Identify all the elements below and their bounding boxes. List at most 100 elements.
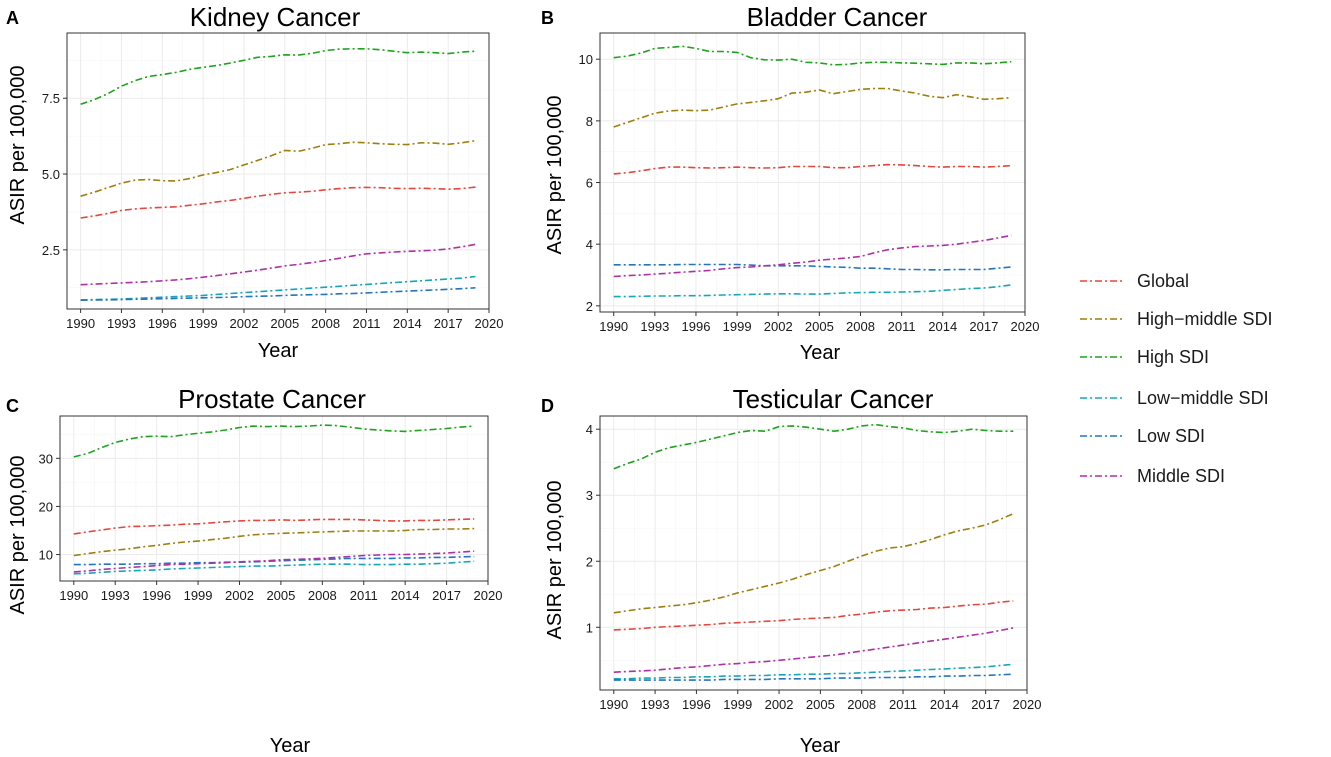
testicular-cancer-y-tick-label: 2 (586, 554, 593, 569)
bladder-cancer-panel-border (599, 32, 1026, 313)
kidney-cancer-y-tick-label: 7.5 (42, 91, 60, 106)
kidney-cancer-panel-border (66, 32, 490, 310)
bladder-cancer-x-tick-label: 2011 (888, 319, 916, 334)
prostate-cancer-x-tick-label: 1996 (142, 588, 171, 603)
panel-testicular-cancer: D Testicular Cancer ASIR per 100,000 Yea… (541, 384, 1041, 757)
kidney-cancer-x-tick-label: 2014 (393, 316, 422, 331)
testicular-cancer-x-tick-label: 1996 (682, 697, 711, 712)
kidney-cancer-x-tick-label: 1990 (66, 316, 95, 331)
kidney-cancer-x-tick-label: 1996 (148, 316, 177, 331)
kidney-cancer-series-high-middle-sdi (80, 139, 476, 197)
kidney-cancer-series-middle-sdi (80, 243, 476, 286)
legend-label-high-middle-sdi: High−middle SDI (1137, 309, 1273, 329)
kidney-cancer-x-tick-label: 2005 (270, 316, 299, 331)
y-axis-label-prostate: ASIR per 100,000 (7, 456, 29, 615)
panel-letter-a: A (6, 8, 19, 28)
chart-title-prostate: Prostate Cancer (178, 384, 366, 414)
testicular-cancer-x-tick-label: 2002 (765, 697, 794, 712)
kidney-cancer-x-tick-label: 1999 (189, 316, 218, 331)
bladder-cancer-x-tick-label: 1999 (723, 319, 752, 334)
legend-label-global: Global (1137, 271, 1189, 291)
prostate-cancer-series-global (73, 518, 475, 535)
legend-item-low-middle-sdi: Low−middle SDI (1080, 388, 1269, 408)
prostate-cancer-panel-border (59, 415, 489, 582)
bladder-cancer-x-tick-label: 2008 (846, 319, 875, 334)
y-axis-label-testicular: ASIR per 100,000 (544, 481, 566, 640)
kidney-cancer-x-tick-label: 2002 (230, 316, 259, 331)
testicular-cancer-y-tick-label: 3 (586, 488, 593, 503)
kidney-cancer-x-tick-label: 1993 (107, 316, 136, 331)
bladder-cancer-series-high-sdi (613, 45, 1012, 66)
testicular-cancer-x-tick-label: 2014 (930, 697, 959, 712)
prostate-cancer-y-tick-label: 30 (39, 451, 53, 466)
prostate-cancer-x-tick-label: 2014 (391, 588, 420, 603)
kidney-cancer-series-global (80, 186, 476, 219)
testicular-cancer-x-tick-label: 1990 (599, 697, 628, 712)
prostate-cancer-x-tick-label: 1990 (59, 588, 88, 603)
y-axis-label-bladder: ASIR per 100,000 (544, 96, 566, 255)
testicular-cancer-series-high-sdi (613, 423, 1014, 470)
testicular-cancer-x-tick-label: 2020 (1013, 697, 1042, 712)
bladder-cancer-x-tick-label: 2020 (1011, 319, 1040, 334)
legend-item-global: Global (1080, 271, 1189, 291)
kidney-cancer-x-tick-label: 2011 (352, 316, 380, 331)
prostate-cancer-x-tick-label: 1999 (184, 588, 213, 603)
chart-title-kidney: Kidney Cancer (190, 2, 361, 32)
testicular-cancer-y-tick-label: 1 (586, 620, 593, 635)
prostate-cancer-series-low-middle-sdi (73, 560, 475, 575)
testicular-cancer-x-tick-label: 2008 (847, 697, 876, 712)
bladder-cancer-series-middle-sdi (613, 234, 1012, 278)
x-axis-label-kidney: Year (258, 340, 299, 362)
bladder-cancer-series-low-middle-sdi (613, 284, 1012, 298)
prostate-cancer-plot-background (60, 416, 488, 581)
panel-prostate-cancer: C Prostate Cancer ASIR per 100,000 Year … (6, 384, 502, 757)
prostate-cancer-x-tick-label: 1993 (101, 588, 130, 603)
bladder-cancer-y-tick-label: 4 (586, 237, 593, 252)
bladder-cancer-y-tick-label: 8 (586, 114, 593, 129)
panel-letter-c: C (6, 396, 19, 416)
chart-title-bladder: Bladder Cancer (747, 2, 928, 32)
prostate-cancer-series-high-middle-sdi (73, 527, 475, 557)
chart-title-testicular: Testicular Cancer (733, 384, 934, 414)
kidney-cancer-series-high-sdi (80, 47, 476, 106)
legend-item-high-sdi: High SDI (1080, 347, 1209, 367)
prostate-cancer-x-tick-label: 2002 (225, 588, 254, 603)
testicular-cancer-x-tick-label: 2011 (889, 697, 917, 712)
kidney-cancer-plot-background (67, 33, 489, 309)
kidney-cancer-y-tick-label: 2.5 (42, 243, 60, 258)
bladder-cancer-x-tick-label: 2002 (764, 319, 793, 334)
legend-item-low-sdi: Low SDI (1080, 426, 1205, 446)
bladder-cancer-y-tick-label: 6 (586, 176, 593, 191)
legend-label-middle-sdi: Middle SDI (1137, 466, 1225, 486)
y-axis-label-kidney: ASIR per 100,000 (7, 66, 29, 225)
bladder-cancer-x-tick-label: 2005 (805, 319, 834, 334)
legend-item-high-middle-sdi: High−middle SDI (1080, 309, 1273, 329)
prostate-cancer-series-middle-sdi (73, 550, 475, 573)
prostate-cancer-x-tick-label: 2008 (308, 588, 337, 603)
prostate-cancer-x-tick-label: 2020 (474, 588, 503, 603)
legend-item-middle-sdi: Middle SDI (1080, 466, 1225, 486)
prostate-cancer-x-tick-label: 2017 (432, 588, 461, 603)
prostate-cancer-x-tick-label: 2005 (266, 588, 295, 603)
bladder-cancer-series-global (613, 163, 1012, 175)
bladder-cancer-x-tick-label: 2014 (928, 319, 957, 334)
testicular-cancer-series-low-sdi (613, 673, 1014, 681)
bladder-cancer-series-low-sdi (613, 263, 1012, 271)
legend: Global High−middle SDI High SDI Low−midd… (1080, 271, 1273, 486)
prostate-cancer-y-tick-label: 10 (39, 548, 53, 563)
bladder-cancer-y-tick-label: 2 (586, 299, 593, 314)
testicular-cancer-panel-border (599, 415, 1028, 691)
testicular-cancer-x-tick-label: 1993 (641, 697, 670, 712)
bladder-cancer-y-tick-label: 10 (579, 52, 593, 67)
panel-letter-d: D (541, 396, 554, 416)
kidney-cancer-y-tick-label: 5.0 (42, 167, 60, 182)
testicular-cancer-x-tick-label: 2017 (971, 697, 1000, 712)
x-axis-label-prostate: Year (270, 735, 311, 757)
bladder-cancer-x-tick-label: 1993 (640, 319, 669, 334)
testicular-cancer-x-tick-label: 2005 (806, 697, 835, 712)
testicular-cancer-series-high-middle-sdi (613, 512, 1014, 614)
bladder-cancer-x-tick-label: 1996 (682, 319, 711, 334)
panel-kidney-cancer: A Kidney Cancer ASIR per 100,000 Year 19… (6, 2, 503, 362)
kidney-cancer-x-tick-label: 2017 (434, 316, 463, 331)
